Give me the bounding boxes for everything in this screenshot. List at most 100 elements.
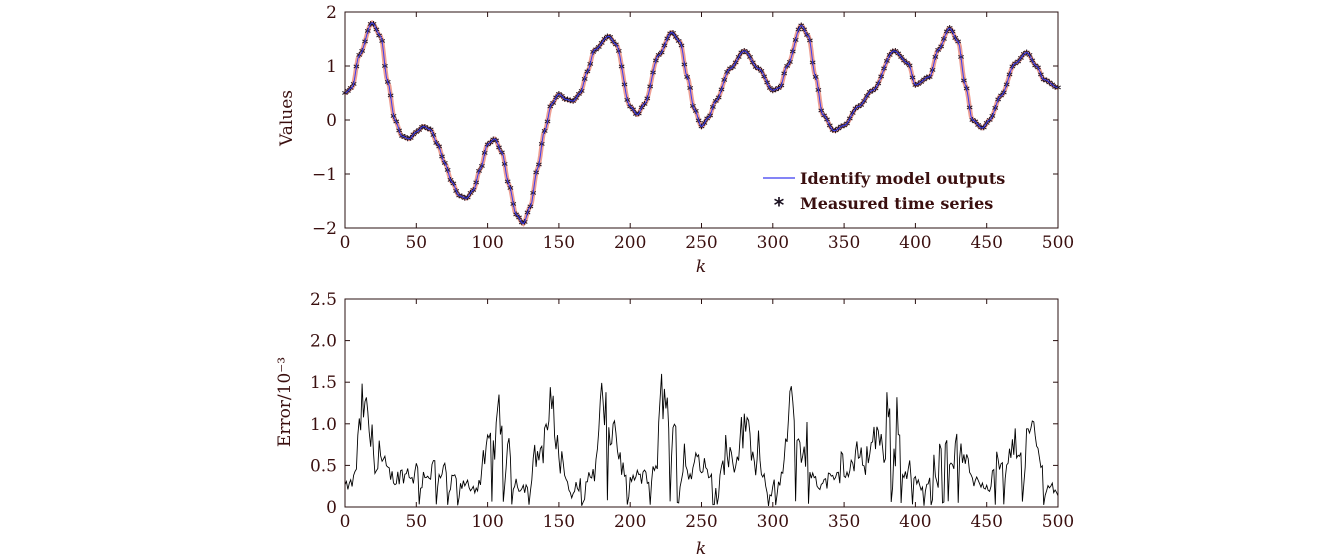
measured-point: * [636, 109, 643, 123]
measured-point: * [1018, 53, 1025, 67]
measured-point: * [981, 122, 988, 136]
measured-point: * [701, 118, 708, 132]
measured-point: * [676, 36, 683, 50]
measured-point: * [627, 102, 634, 116]
measured-point: * [767, 83, 774, 97]
top-panel: ****************************************… [277, 3, 1074, 277]
measured-point: * [881, 64, 888, 78]
measured-point: * [710, 102, 717, 116]
measured-point: * [456, 191, 463, 205]
x-tick-label: 200 [614, 512, 646, 532]
measured-point: * [733, 57, 740, 71]
measured-point: * [895, 49, 902, 63]
measured-point: * [576, 89, 583, 103]
measured-point: * [644, 94, 651, 108]
measured-point: * [570, 96, 577, 110]
measured-point: * [1015, 57, 1022, 71]
measured-point: * [941, 34, 948, 48]
measured-point: * [847, 114, 854, 128]
measured-point: * [613, 39, 620, 53]
measured-point: * [952, 33, 959, 47]
measured-point: * [345, 86, 352, 100]
legend-asterisk-marker: * [774, 193, 785, 217]
measured-point: * [787, 57, 794, 71]
measured-point: * [561, 94, 568, 108]
measured-point: * [593, 44, 600, 58]
measured-point: * [1041, 75, 1048, 89]
measured-point: * [995, 95, 1002, 109]
measured-point: * [781, 69, 788, 83]
measured-point: * [630, 104, 637, 118]
measured-point: * [590, 47, 597, 61]
measured-point: * [479, 161, 486, 175]
measured-point: * [484, 139, 491, 153]
x-tick-label: 200 [614, 233, 646, 253]
measured-point: * [1049, 80, 1056, 94]
measured-point: * [661, 41, 668, 55]
measured-point: * [932, 52, 939, 66]
x-tick-label: 300 [757, 512, 789, 532]
measured-point: * [664, 33, 671, 47]
measured-point: * [989, 111, 996, 125]
measured-point: * [844, 118, 851, 132]
x-tick-label: 500 [1042, 233, 1074, 253]
measured-point: * [755, 64, 762, 78]
bottom-panel: 0 50 100 150 200 250 300 350 400 450 500 0 0.5 1.0 1.… [275, 290, 1074, 559]
measured-point: * [852, 104, 859, 118]
measured-point: * [527, 201, 534, 215]
measured-point: * [778, 80, 785, 94]
measured-point: * [867, 87, 874, 101]
measured-point: * [721, 75, 728, 89]
measured-point: * [715, 93, 722, 107]
x-tick-label: 250 [685, 233, 717, 253]
bottom-plot-data [344, 373, 1059, 506]
measured-point: * [1029, 56, 1036, 70]
top-y-axis-label: Values [277, 90, 297, 147]
measured-point: * [887, 50, 894, 64]
measured-point: * [898, 52, 905, 66]
measured-point: * [524, 208, 531, 222]
measured-point: * [559, 91, 566, 105]
measured-point: * [539, 139, 546, 153]
measured-point: * [650, 67, 657, 81]
top-plot-data: ****************************************… [342, 19, 1062, 232]
legend-marker-label: Measured time series [800, 194, 993, 213]
x-tick-label: 150 [543, 233, 575, 253]
measured-point: * [773, 84, 780, 98]
measured-point: * [775, 83, 782, 97]
measured-point: * [946, 23, 953, 37]
measured-point: * [350, 79, 357, 93]
top-x-axis-label: k [696, 257, 706, 277]
measured-point: * [850, 108, 857, 122]
y-tick-label: 0.5 [310, 456, 337, 476]
measured-point: * [519, 218, 526, 232]
y-tick-label: 2.0 [310, 332, 337, 352]
measured-point: * [410, 129, 417, 143]
measured-point: * [1046, 77, 1053, 91]
measured-point: * [638, 103, 645, 117]
measured-point: * [467, 188, 474, 202]
measured-point: * [550, 98, 557, 112]
measured-point: * [487, 137, 494, 151]
measured-point: * [972, 117, 979, 131]
measured-point: * [416, 125, 423, 139]
measured-point: * [596, 42, 603, 56]
legend: Identify model outputs * Measured time s… [763, 169, 1005, 217]
measured-point: * [918, 77, 925, 91]
measured-point: * [872, 83, 879, 97]
measured-point: * [1026, 50, 1033, 64]
measured-point: * [889, 46, 896, 60]
measured-point: * [476, 166, 483, 180]
measured-point: * [804, 30, 811, 44]
measured-point: * [541, 126, 548, 140]
x-tick-label: 0 [340, 233, 351, 253]
measured-point: * [356, 50, 363, 64]
measured-point: * [513, 210, 520, 224]
measured-point: * [738, 48, 745, 62]
measured-point: * [1001, 87, 1008, 101]
measured-point: * [1032, 60, 1039, 74]
bottom-y-axis-label: Error/10⁻³ [275, 357, 295, 447]
measured-point: * [878, 71, 885, 85]
measured-point: * [938, 41, 945, 55]
measured-point: * [830, 125, 837, 139]
